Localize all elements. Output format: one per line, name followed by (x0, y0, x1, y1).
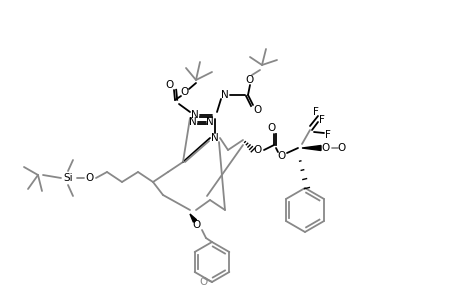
Polygon shape (190, 214, 196, 222)
Text: O: O (86, 173, 94, 183)
Text: O: O (180, 87, 189, 97)
Text: O: O (253, 145, 262, 155)
Text: N: N (189, 117, 196, 127)
Text: N: N (206, 117, 213, 127)
Text: N: N (211, 133, 218, 143)
Text: F: F (319, 115, 324, 125)
Text: F: F (313, 107, 318, 117)
Text: O: O (277, 151, 285, 161)
Text: O: O (192, 220, 201, 230)
Text: O: O (200, 277, 207, 287)
Text: N: N (190, 110, 198, 120)
Polygon shape (302, 146, 320, 151)
Text: O: O (253, 105, 262, 115)
Text: O: O (246, 75, 253, 85)
Text: O: O (321, 143, 330, 153)
Text: O: O (267, 123, 275, 133)
Text: Si: Si (63, 173, 73, 183)
Text: F: F (325, 130, 330, 140)
Text: N: N (221, 90, 229, 100)
Text: O: O (337, 143, 345, 153)
Text: O: O (166, 80, 174, 90)
